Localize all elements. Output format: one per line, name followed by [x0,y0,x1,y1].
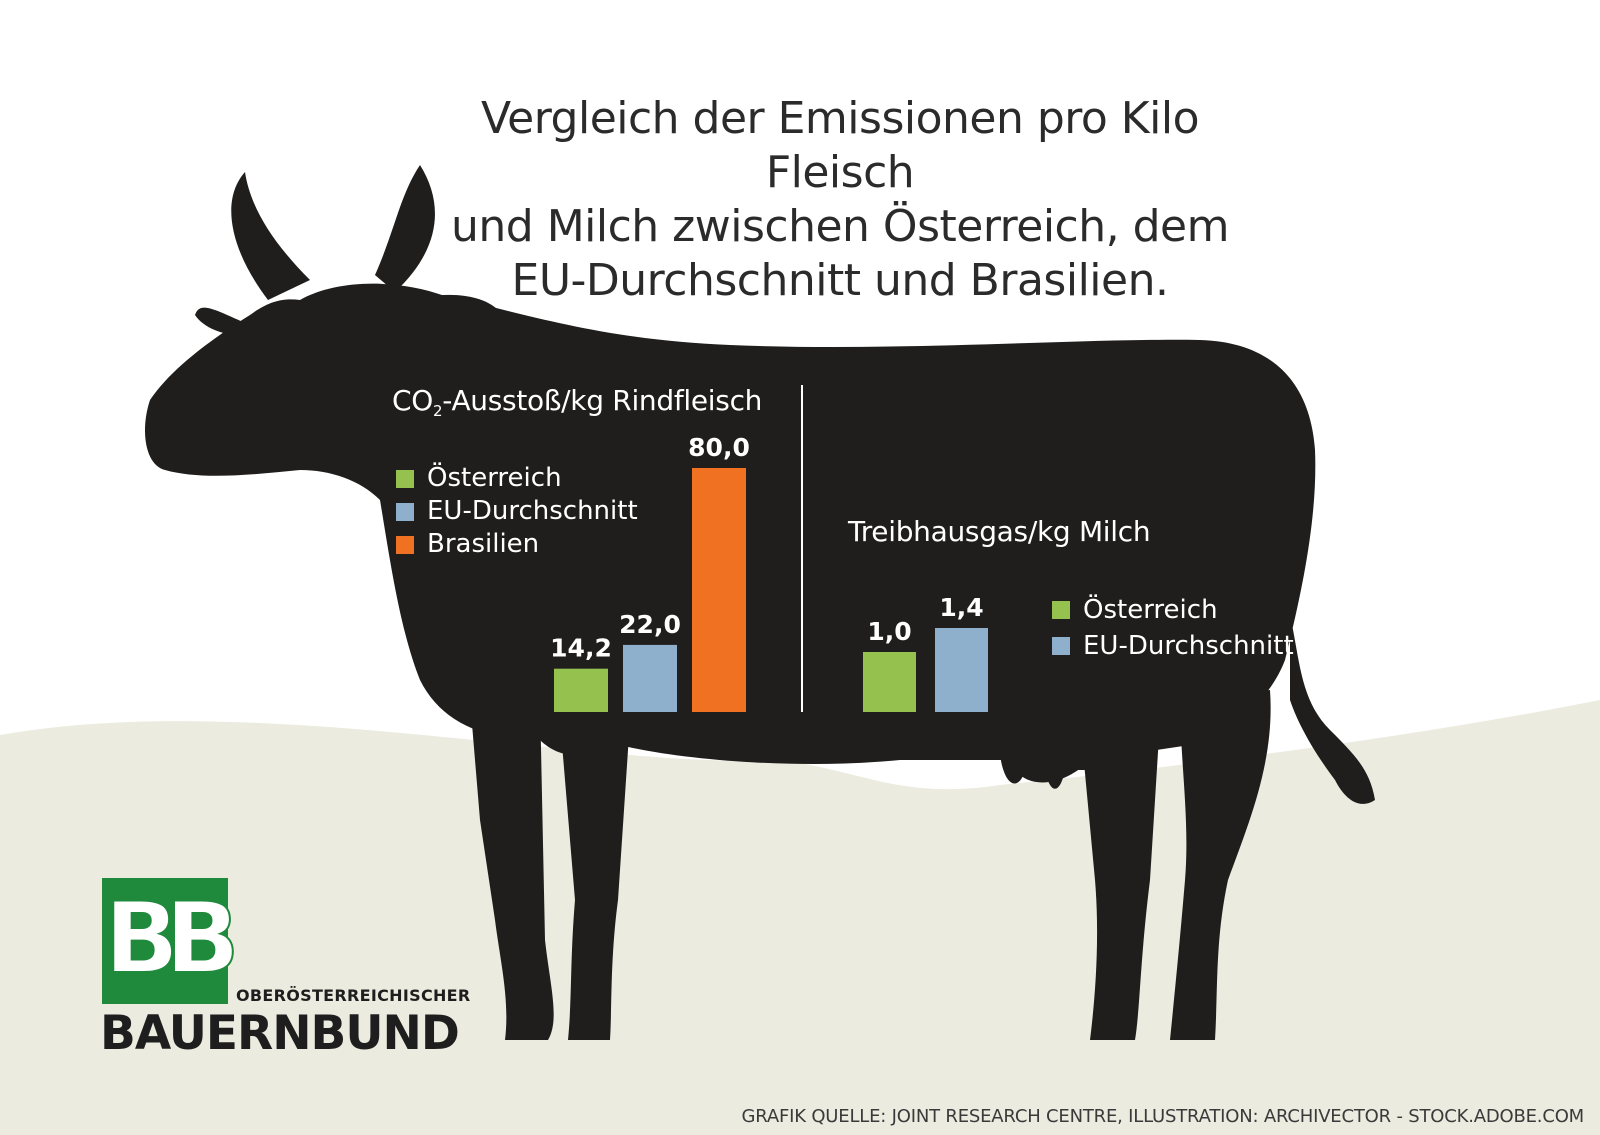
logo-subtitle: OBERÖSTERREICHISCHER [236,986,471,1005]
beef-chart-title: CO2-Ausstoß/kg Rindfleisch [392,384,762,420]
legend-item-eu-milk: EU-Durchschnitt [1052,628,1294,664]
legend-swatch-eu [396,502,414,521]
beef-value-label-brazil: 80,0 [688,433,750,462]
milk-chart-title: Treibhausgas/kg Milch [848,515,1151,548]
main-title: Vergleich der Emissionen pro Kilo Fleisc… [420,92,1260,308]
chart-beef-bars: 14,222,0 80,0 [550,433,750,712]
milk-chart-legend: Österreich EU-Durchschnitt [1052,592,1294,664]
chart-milk-bars: 1,0 1,4 [863,593,988,712]
legend-swatch-austria [396,469,414,488]
logo-green-box [102,878,228,1004]
legend-swatch-brazil [396,535,414,554]
beef-value-label-eu: 22,0 [619,610,681,639]
title-line-2: und Milch zwischen Österreich, dem [451,201,1229,252]
title-line-1: Vergleich der Emissionen pro Kilo Fleisc… [480,93,1200,198]
legend-label-brazil: Brasilien [427,529,540,559]
legend-label-eu-milk: EU-Durchschnitt [1083,631,1294,661]
beef-bar-eu [623,644,677,712]
milk-bar-austria [863,652,916,712]
legend-label-austria: Österreich [427,463,562,493]
legend-swatch-austria-milk [1052,601,1070,619]
logo-letters: BB [104,882,233,996]
beef-chart-title-subscript: 2 [433,402,443,420]
beef-bar-brazil [692,468,746,712]
beef-value-label-austria: 14,2 [550,634,612,663]
milk-value-label-austria: 1,0 [867,617,911,646]
legend-item-brazil: Brasilien [396,528,638,561]
legend-label-eu: EU-Durchschnitt [427,496,638,526]
legend-item-austria: Österreich [396,462,638,495]
legend-swatch-eu-milk [1052,637,1070,655]
title-line-3: EU-Durchschnitt und Brasilien. [511,255,1169,306]
beef-chart-title-co: CO [392,384,433,417]
source-credit: GRAFIK QUELLE: JOINT RESEARCH CENTRE, IL… [741,1106,1585,1127]
logo-name: BAUERNBUND [100,1006,460,1061]
milk-bar-eu [935,628,988,712]
milk-value-label-eu: 1,4 [939,593,983,622]
legend-item-austria-milk: Österreich [1052,592,1294,628]
legend-label-austria-milk: Österreich [1083,595,1218,625]
beef-chart-legend: Österreich EU-Durchschnitt Brasilien [396,462,638,561]
beef-chart-title-rest: -Ausstoß/kg Rindfleisch [442,384,763,417]
legend-item-eu: EU-Durchschnitt [396,495,638,528]
beef-bar-austria [554,668,608,712]
